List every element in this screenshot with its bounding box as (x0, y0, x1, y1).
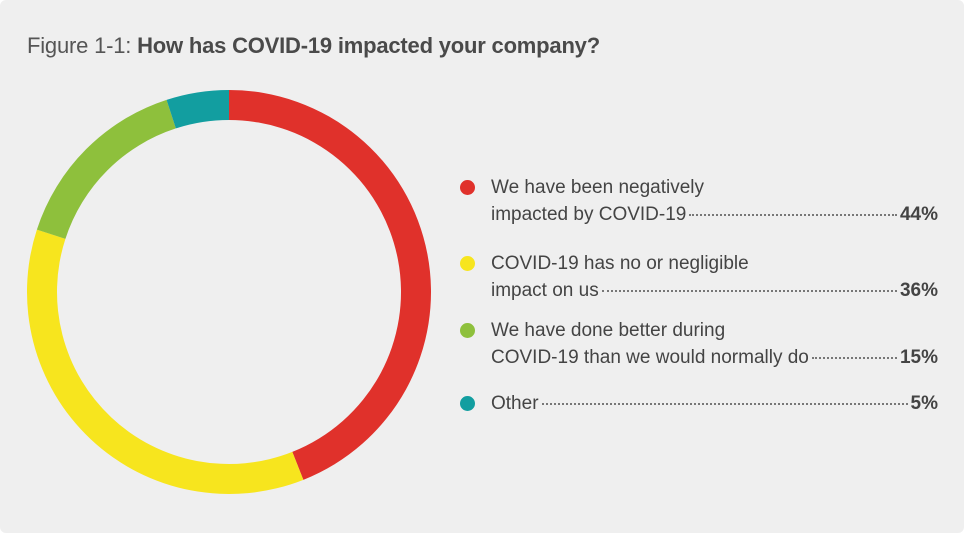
figure-label: Figure 1-1: (27, 33, 138, 58)
legend-label-line1: We have been negatively (491, 177, 705, 198)
legend-dot-other (460, 396, 475, 411)
legend-row-better: COVID-19 than we would normally do 15% (491, 346, 938, 370)
figure-question: How has COVID-19 impacted your company? (137, 33, 600, 58)
donut-slice-no-impact (27, 229, 304, 495)
legend-dot-negative (460, 180, 475, 195)
legend-row-negative: impacted by COVID-19 44% (491, 203, 938, 227)
donut-slice-better (36, 99, 176, 239)
legend-value: 15% (899, 347, 938, 368)
dotted-leader (541, 403, 908, 405)
legend-value: 44% (899, 204, 938, 225)
legend-value: 5% (910, 393, 938, 414)
chart-title: Figure 1-1: How has COVID-19 impacted yo… (27, 33, 600, 59)
legend-label-line2: Other (491, 393, 539, 414)
donut-slice-negative (229, 90, 431, 480)
legend-label-line2: impacted by COVID-19 (491, 204, 687, 225)
legend-label-line2: impact on us (491, 280, 599, 301)
dotted-leader (689, 214, 897, 216)
dotted-leader (811, 357, 897, 359)
dotted-leader (601, 290, 897, 292)
legend-dot-no-impact (460, 256, 475, 271)
legend-label-line1: We have done better during (491, 320, 726, 341)
legend-row-no-impact: impact on us 36% (491, 279, 938, 303)
legend-value: 36% (899, 280, 938, 301)
donut-slice-other (166, 90, 229, 129)
legend-dot-better (460, 323, 475, 338)
legend-row-other: Other 5% (491, 392, 938, 416)
legend-label-line1: COVID-19 has no or negligible (491, 253, 749, 274)
legend-label-line2: COVID-19 than we would normally do (491, 347, 809, 368)
